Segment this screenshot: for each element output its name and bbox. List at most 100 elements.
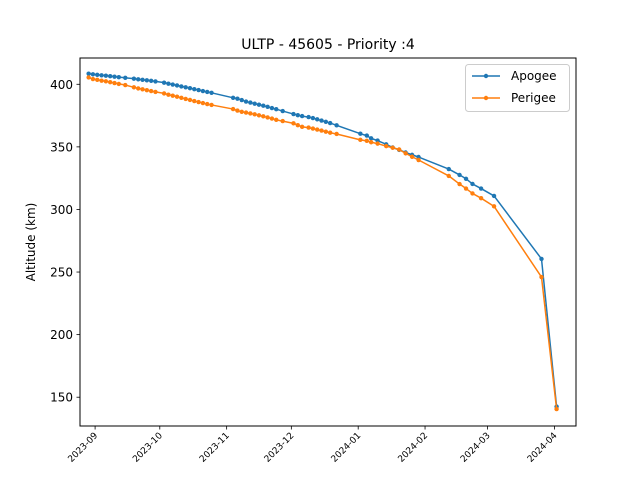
data-point-apogee [239, 97, 244, 103]
data-point-apogee [161, 80, 167, 85]
data-point-apogee [183, 85, 188, 90]
y-tick-label: 400 [50, 78, 73, 92]
data-point-perigee [274, 117, 279, 123]
data-point-perigee [235, 108, 240, 113]
data-point-apogee [243, 99, 249, 104]
data-point-apogee [478, 186, 484, 191]
data-point-perigee [136, 86, 141, 91]
data-point-perigee [86, 75, 91, 80]
data-point-apogee [205, 89, 210, 95]
data-point-perigee [166, 92, 171, 97]
data-point-perigee [116, 81, 122, 87]
data-point-apogee [112, 74, 117, 79]
y-tick-label: 350 [50, 140, 73, 154]
data-point-perigee [140, 87, 145, 92]
data-point-perigee [103, 79, 109, 84]
data-point-perigee [243, 110, 249, 115]
data-point-perigee [95, 77, 100, 82]
data-point-apogee [457, 172, 462, 178]
data-point-perigee [384, 143, 389, 149]
data-point-perigee [192, 98, 197, 104]
data-point-apogee [327, 120, 333, 126]
data-point-apogee [539, 256, 544, 262]
data-point-apogee [179, 84, 184, 89]
data-point-perigee [107, 79, 113, 85]
data-point-apogee [375, 138, 380, 143]
data-point-apogee [116, 74, 122, 80]
data-point-perigee [409, 154, 415, 159]
data-point-apogee [319, 118, 324, 123]
data-point-apogee [103, 73, 109, 78]
data-point-perigee [183, 96, 188, 102]
data-point-apogee [274, 106, 279, 112]
legend: Apogee Perigee [465, 64, 570, 112]
data-point-perigee [334, 131, 339, 137]
data-point-apogee [295, 113, 301, 118]
data-point-perigee [539, 274, 544, 280]
data-point-perigee [269, 116, 275, 121]
data-point-apogee [140, 77, 145, 82]
data-point-perigee [403, 151, 408, 156]
data-point-perigee [299, 124, 305, 130]
data-point-apogee [280, 108, 285, 114]
data-point-apogee [299, 113, 305, 119]
data-point-apogee [248, 100, 253, 105]
data-point-apogee [235, 96, 240, 101]
data-point-apogee [463, 176, 469, 181]
data-point-apogee [358, 131, 363, 136]
data-point-perigee [390, 145, 395, 150]
data-point-apogee [261, 103, 266, 108]
y-tick-label: 200 [50, 328, 73, 342]
data-point-apogee [170, 82, 175, 87]
data-point-perigee [554, 406, 559, 412]
data-point-perigee [123, 82, 128, 88]
data-point-perigee [323, 129, 329, 134]
legend-label-apogee: Apogee [511, 69, 557, 83]
data-point-apogee [90, 72, 96, 77]
data-point-apogee [364, 133, 370, 138]
data-point-apogee [86, 71, 91, 76]
data-point-perigee [174, 94, 180, 99]
data-point-perigee [478, 195, 484, 201]
data-point-apogee [291, 111, 296, 117]
data-point-perigee [239, 109, 244, 115]
data-point-perigee [148, 88, 154, 94]
data-point-apogee [334, 123, 339, 128]
data-point-perigee [463, 186, 469, 191]
data-point-perigee [375, 141, 380, 146]
data-point-perigee [446, 173, 451, 179]
data-point-apogee [306, 114, 311, 120]
data-point-perigee [248, 111, 253, 116]
data-point-apogee [131, 76, 137, 81]
data-point-perigee [99, 78, 104, 83]
data-point-perigee [291, 121, 296, 126]
data-point-apogee [153, 79, 158, 84]
data-point-perigee [209, 102, 214, 108]
data-point-perigee [491, 204, 497, 209]
data-point-apogee [136, 77, 141, 82]
data-point-perigee [327, 130, 333, 135]
data-point-perigee [310, 126, 316, 131]
data-point-apogee [192, 86, 197, 92]
data-point-apogee [256, 102, 262, 107]
data-point-perigee [295, 123, 301, 128]
data-point-perigee [179, 95, 184, 101]
data-point-perigee [256, 113, 262, 118]
data-point-perigee [144, 87, 150, 93]
data-point-apogee [99, 73, 104, 78]
data-point-perigee [470, 191, 475, 196]
data-point-perigee [205, 101, 210, 107]
data-point-perigee [368, 140, 374, 145]
data-point-perigee [315, 127, 320, 132]
data-point-apogee [252, 101, 257, 106]
data-point-apogee [230, 95, 236, 101]
data-point-perigee [131, 85, 137, 90]
data-point-perigee [90, 76, 96, 82]
data-point-perigee [170, 93, 175, 98]
y-tick-label: 150 [50, 391, 73, 405]
y-tick-label: 250 [50, 266, 73, 280]
data-point-apogee [187, 85, 193, 91]
data-point-apogee [491, 193, 497, 199]
data-point-apogee [123, 75, 128, 80]
